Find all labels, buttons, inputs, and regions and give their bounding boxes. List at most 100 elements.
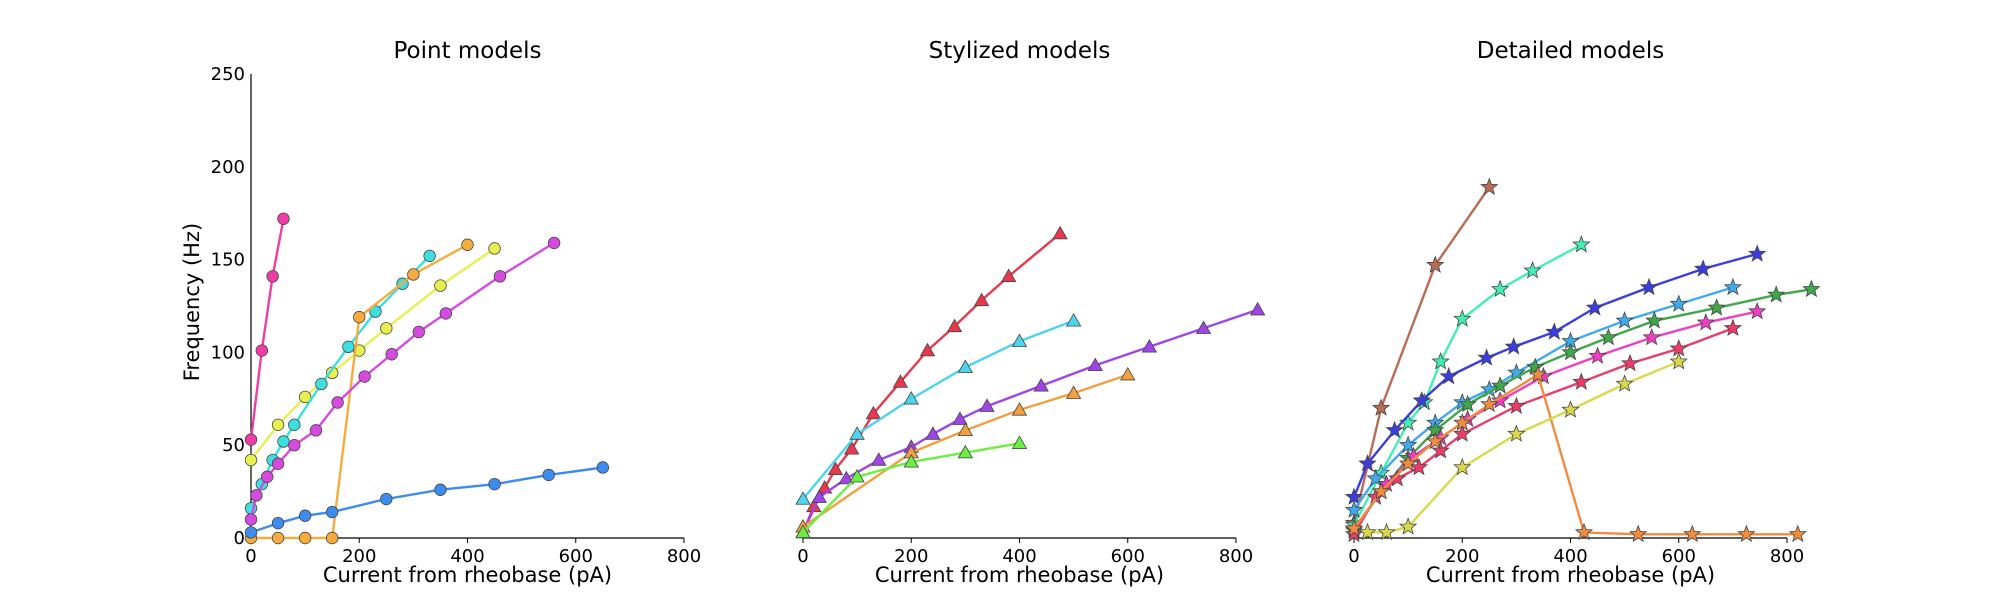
data-point (244, 453, 258, 467)
data-point (1620, 353, 1640, 372)
panel-title: Stylized models (929, 38, 1111, 64)
series-1 (244, 212, 290, 446)
series-9 (1358, 352, 1688, 541)
series-line (250, 247, 496, 461)
data-point (1693, 259, 1713, 277)
data-point (1065, 385, 1082, 399)
data-point (385, 348, 398, 361)
data-point (244, 513, 258, 526)
data-point (331, 396, 344, 409)
data-point (596, 461, 610, 474)
data-point (1639, 277, 1659, 296)
data-point (244, 433, 258, 446)
x-tick-label: 200 (894, 546, 928, 567)
series-line (1353, 288, 1812, 532)
y-tick-label: 100 (211, 342, 245, 363)
data-point (1412, 391, 1431, 409)
data-point (1398, 454, 1418, 472)
data-point (1087, 357, 1103, 372)
data-point (1504, 337, 1523, 355)
data-point (325, 531, 339, 545)
y-tick-label: 0 (234, 528, 245, 549)
x-axis-label: Current from rheobase (pA) (323, 563, 612, 587)
data-point (1528, 365, 1548, 383)
data-point (547, 236, 561, 250)
panel-title: Detailed models (1477, 38, 1664, 64)
data-point (1802, 279, 1821, 298)
x-tick-label: 800 (667, 546, 701, 567)
data-point (1588, 346, 1607, 364)
data-point (957, 359, 974, 373)
data-point (244, 526, 258, 539)
data-point (1615, 311, 1634, 329)
data-point (1398, 413, 1418, 431)
data-point (946, 318, 963, 333)
panel-title: Point models (393, 38, 541, 64)
data-point (1431, 352, 1450, 370)
series-3 (795, 301, 1266, 539)
data-point (298, 390, 312, 404)
data-point (1453, 457, 1472, 476)
data-point (1388, 468, 1407, 487)
data-point (1526, 357, 1545, 376)
data-point (1507, 396, 1526, 415)
data-point (1491, 376, 1510, 394)
series-6 (244, 461, 610, 539)
data-point (342, 340, 355, 354)
series-line (1353, 286, 1734, 511)
data-point (1707, 298, 1726, 316)
data-point (849, 426, 865, 440)
x-tick-label: 600 (1662, 546, 1696, 567)
data-point (1377, 522, 1396, 541)
data-point (838, 470, 854, 485)
x-tick-label: 200 (342, 546, 376, 567)
data-point (250, 489, 263, 502)
x-tick-label: 400 (1002, 546, 1036, 567)
x-axis-label: Current from rheobase (pA) (875, 563, 1164, 587)
data-point (461, 238, 474, 251)
y-tick-label: 200 (211, 157, 245, 178)
data-point (271, 531, 285, 545)
data-point (903, 454, 919, 468)
panel-3: Detailed models 0 200 400 600 800 Current from… (1344, 38, 1821, 587)
data-point (1480, 177, 1499, 196)
data-point (1344, 519, 1364, 537)
data-point (1439, 366, 1458, 385)
data-point (1788, 524, 1807, 543)
data-point (1523, 261, 1542, 279)
data-point (1615, 374, 1634, 392)
data-point (925, 426, 941, 440)
data-point (1669, 294, 1688, 312)
data-point (1480, 394, 1499, 413)
data-point (1371, 481, 1391, 500)
data-point (1195, 320, 1212, 334)
data-point (979, 398, 995, 412)
series-5 (795, 435, 1028, 539)
series-2 (244, 242, 501, 467)
data-point (309, 424, 323, 437)
data-point (1052, 225, 1068, 240)
data-point (1723, 318, 1743, 337)
data-point (277, 435, 290, 448)
data-point (1572, 372, 1591, 390)
data-point (493, 270, 507, 283)
data-point (1629, 524, 1648, 543)
series-line (801, 232, 1061, 533)
data-point (1737, 524, 1756, 543)
data-point (1366, 468, 1385, 487)
data-point (298, 509, 312, 522)
data-point (271, 418, 285, 431)
data-point (795, 491, 811, 505)
data-point (892, 374, 909, 388)
data-point (1723, 277, 1743, 296)
data-point (827, 461, 844, 475)
data-point (795, 524, 811, 539)
data-point (1398, 517, 1418, 535)
y-tick-label: 250 (211, 64, 245, 85)
data-point (1249, 301, 1266, 316)
data-point (1011, 402, 1028, 416)
x-tick-label: 0 (245, 546, 256, 567)
data-point (811, 489, 827, 503)
data-point (261, 470, 274, 483)
series-line (801, 308, 1259, 533)
